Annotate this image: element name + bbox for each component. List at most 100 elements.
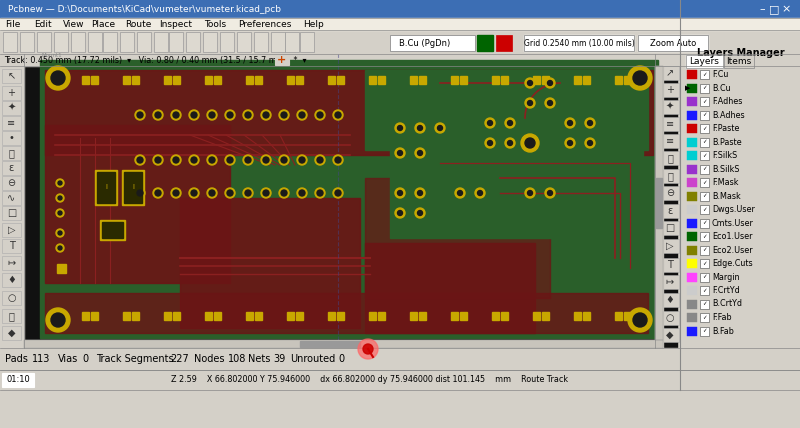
Bar — [700, 205, 709, 214]
Bar — [700, 313, 709, 322]
Bar — [173, 312, 180, 320]
Text: Layers Manager: Layers Manager — [697, 48, 785, 58]
Circle shape — [173, 190, 179, 196]
Text: +: + — [7, 88, 15, 98]
Bar — [687, 286, 697, 295]
Bar — [687, 124, 697, 133]
Circle shape — [585, 138, 595, 148]
Bar — [724, 55, 754, 68]
Text: View: View — [62, 20, 84, 29]
Text: ⦾: ⦾ — [9, 148, 14, 158]
Circle shape — [505, 118, 515, 128]
Circle shape — [435, 123, 445, 133]
Bar — [624, 312, 631, 320]
Circle shape — [171, 155, 181, 165]
Text: Mount2: Mount2 — [42, 340, 62, 345]
Text: Edge.Cuts: Edge.Cuts — [712, 259, 753, 268]
Text: ε: ε — [667, 206, 673, 216]
Text: ✓: ✓ — [702, 329, 707, 333]
Circle shape — [545, 78, 555, 88]
Circle shape — [135, 155, 145, 165]
Text: 108: 108 — [228, 354, 246, 364]
Text: Nets: Nets — [248, 354, 270, 364]
Bar — [451, 312, 458, 320]
FancyBboxPatch shape — [661, 100, 679, 114]
FancyBboxPatch shape — [661, 258, 679, 272]
Text: 0: 0 — [338, 354, 344, 364]
Bar — [700, 110, 709, 119]
Bar — [533, 76, 540, 84]
Bar — [365, 243, 535, 333]
FancyBboxPatch shape — [2, 161, 21, 175]
Bar — [542, 76, 549, 84]
Text: F.Mask: F.Mask — [712, 178, 738, 187]
Bar — [460, 76, 467, 84]
FancyBboxPatch shape — [120, 32, 134, 52]
Circle shape — [335, 112, 341, 118]
Bar — [492, 76, 499, 84]
FancyBboxPatch shape — [661, 311, 679, 325]
Bar — [378, 76, 385, 84]
Circle shape — [525, 188, 535, 198]
Bar — [0, 348, 800, 370]
Circle shape — [525, 98, 535, 108]
Circle shape — [261, 155, 271, 165]
Text: ▶: ▶ — [685, 85, 690, 91]
Text: +: + — [278, 55, 286, 65]
Circle shape — [363, 344, 373, 354]
Bar — [365, 178, 550, 298]
Bar — [533, 312, 540, 320]
Text: B.Adhes: B.Adhes — [712, 110, 745, 119]
Bar — [700, 273, 709, 282]
Circle shape — [525, 138, 535, 148]
Circle shape — [547, 80, 553, 86]
Circle shape — [153, 155, 163, 165]
Circle shape — [587, 121, 593, 125]
FancyBboxPatch shape — [661, 169, 679, 183]
Text: Unrouted: Unrouted — [290, 354, 335, 364]
Bar — [700, 164, 709, 173]
Text: ○: ○ — [7, 293, 16, 303]
Text: Nodes: Nodes — [194, 354, 225, 364]
Circle shape — [527, 80, 533, 86]
Text: Margin: Margin — [712, 273, 739, 282]
Bar — [255, 76, 262, 84]
FancyBboxPatch shape — [2, 101, 21, 115]
Bar — [124, 172, 142, 203]
FancyBboxPatch shape — [2, 223, 21, 237]
Circle shape — [173, 112, 179, 118]
Bar — [173, 76, 180, 84]
Text: ✓: ✓ — [702, 193, 707, 199]
Circle shape — [155, 157, 161, 163]
FancyBboxPatch shape — [2, 116, 21, 130]
Text: ✓: ✓ — [702, 288, 707, 293]
Circle shape — [56, 179, 64, 187]
Circle shape — [225, 110, 235, 120]
Text: 227: 227 — [170, 354, 189, 364]
Bar — [24, 340, 663, 348]
Bar — [683, 58, 800, 348]
FancyBboxPatch shape — [661, 151, 679, 165]
Text: I: I — [105, 184, 107, 190]
Circle shape — [245, 157, 251, 163]
Circle shape — [458, 190, 462, 196]
Circle shape — [207, 110, 217, 120]
Bar — [410, 76, 417, 84]
Bar — [700, 191, 709, 200]
Bar — [24, 340, 663, 348]
Circle shape — [155, 190, 161, 196]
Text: 0: 0 — [82, 354, 88, 364]
Bar — [132, 312, 139, 320]
Bar — [390, 98, 643, 238]
Text: ◆: ◆ — [8, 328, 15, 338]
Circle shape — [547, 190, 553, 196]
Circle shape — [245, 112, 251, 118]
Bar — [300, 341, 360, 347]
Bar — [0, 54, 800, 66]
Text: ✓: ✓ — [702, 140, 707, 145]
Bar — [122, 170, 144, 205]
FancyBboxPatch shape — [169, 32, 183, 52]
Circle shape — [135, 188, 145, 198]
Circle shape — [227, 190, 233, 196]
Text: +: + — [666, 85, 674, 95]
